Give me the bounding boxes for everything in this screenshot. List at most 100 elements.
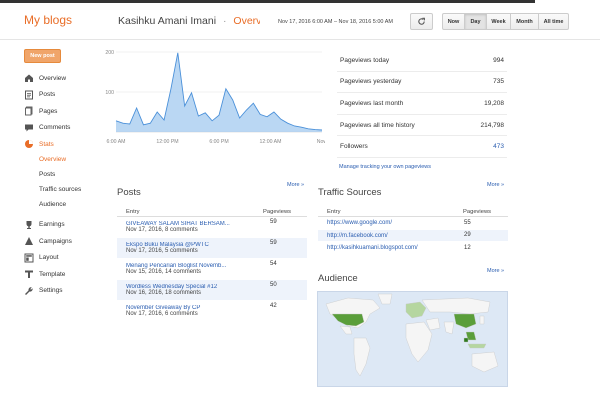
table-row: Wordless Wednesday Special #12 Nov 16, 20… [117, 280, 307, 301]
traffic-url-link[interactable]: http://kasihkuamani.blogspot.com/ [327, 245, 418, 252]
series-line [115, 52, 323, 131]
pageviews-chart: 200 100 6:00 AM 12:00 PM 6:00 PM 12:00 AM Now [105, 50, 325, 145]
post-pageviews: 59 [270, 219, 277, 225]
range-week-button[interactable]: Week [486, 13, 511, 30]
stat-value: 214,798 [480, 121, 505, 129]
map-region-india [443, 321, 455, 335]
range-month-button[interactable]: Month [510, 13, 539, 30]
traffic-col-pageviews: Pageviews [463, 209, 492, 215]
audience-title: Audience [318, 273, 358, 284]
traffic-pageviews: 12 [464, 244, 471, 251]
sidebar-item-label: Comments [39, 124, 71, 132]
stats-sub-item-overview[interactable]: Overview [39, 156, 67, 164]
range-day-button[interactable]: Day [464, 13, 487, 30]
campaign-icon [24, 236, 34, 246]
traffic-table: Entry Pageviews https://www.google.com/5… [318, 207, 508, 255]
post-pageviews: 42 [270, 303, 277, 309]
sidebar-item-label: Overview [39, 74, 67, 82]
posts-col-entry: Entry [126, 209, 140, 215]
sidebar-item-label: Stats [39, 140, 54, 148]
sidebar-item-posts[interactable]: Posts [24, 87, 114, 104]
range-selector: Now Day Week Month All time [442, 13, 569, 30]
stats-sub-item-posts[interactable]: Posts [39, 171, 56, 179]
sidebar-item-campaigns[interactable]: Campaigns [24, 233, 114, 250]
blog-title: Kasihku Amani Imani · Overview [118, 15, 260, 27]
post-meta: Nov 17, 2016, 5 comments [126, 248, 198, 254]
y-tick-label: 100 [105, 90, 114, 96]
audience-more-link[interactable]: More » [487, 268, 505, 274]
traffic-cell: http://m.facebook.com/ [318, 232, 457, 239]
table-row: Ekspo Buku Malaysia @PWTC Nov 17, 2016, 5… [117, 238, 307, 259]
x-tick-label: 6:00 AM [106, 139, 125, 145]
section-name: Overview [233, 15, 261, 27]
traffic-pageviews: 29 [464, 232, 471, 239]
top-bar [0, 0, 535, 3]
traffic-url-link[interactable]: https://www.google.com/ [327, 220, 393, 227]
sidebar-item-template[interactable]: Template [24, 266, 114, 283]
posts-title: Posts [117, 187, 141, 198]
stats-pie-icon [24, 139, 34, 149]
stats-summary: Pageviews today 994 Pageviews yesterday 735… [337, 50, 507, 158]
posts-icon [24, 90, 34, 100]
sidebar-item-label: Posts [39, 91, 56, 99]
stat-label: Pageviews today [340, 56, 390, 64]
traffic-col-entry: Entry [327, 209, 341, 215]
x-tick-label: 6:00 PM [209, 139, 228, 145]
range-all-time-button[interactable]: All time [538, 13, 569, 30]
map-region-malaysia [463, 337, 469, 343]
layout-icon [24, 253, 34, 263]
stats-sub-item-audience[interactable]: Audience [39, 200, 67, 208]
map-region-south-america [353, 337, 371, 377]
table-row: https://www.google.com/55 [318, 217, 508, 230]
stat-value[interactable]: 473 [493, 143, 504, 151]
sidebar-item-label: Layout [39, 254, 59, 262]
y-tick-label: 200 [105, 50, 114, 56]
stat-row: Pageviews last month 19,208 [337, 93, 507, 115]
sidebar-item-stats[interactable]: Stats [24, 136, 114, 153]
refresh-button[interactable] [410, 13, 433, 30]
traffic-url-link[interactable]: http://m.facebook.com/ [327, 232, 388, 239]
stat-label: Pageviews last month [340, 99, 404, 107]
map-region-middle-east [425, 317, 441, 331]
traffic-more-link[interactable]: More » [487, 182, 505, 188]
table-row: http://kasihkuamani.blogspot.com/12 [318, 242, 508, 255]
traffic-cell: http://kasihkuamani.blogspot.com/ [318, 244, 457, 251]
sidebar-item-comments[interactable]: Comments [24, 120, 114, 137]
wrench-icon [24, 286, 34, 296]
post-pageviews: 50 [270, 282, 277, 288]
post-cell: November Giveaway By CP Nov 17, 2016, 6 c… [117, 305, 263, 317]
post-meta: Nov 16, 2016, 18 comments [126, 290, 202, 296]
my-blogs-link[interactable]: My blogs [24, 13, 73, 27]
map-region-southeast-asia [465, 331, 477, 341]
post-cell: Ekspo Buku Malaysia @PWTC Nov 17, 2016, 5… [117, 242, 263, 254]
sidebar-item-pages[interactable]: Pages [24, 103, 114, 120]
stat-row: Followers 473 [337, 136, 507, 158]
x-tick-label: 12:00 PM [156, 139, 178, 145]
sidebar-item-label: Settings [39, 287, 63, 295]
map-region-greenland [377, 293, 393, 305]
trophy-icon [24, 220, 34, 230]
manage-tracking-link[interactable]: Manage tracking your own pageviews [339, 164, 432, 170]
map-region-africa [405, 321, 433, 363]
stats-sub-item-traffic-sources[interactable]: Traffic sources [39, 185, 82, 193]
sidebar-item-overview[interactable]: Overview [24, 70, 114, 87]
post-meta: Nov 17, 2016, 6 comments [126, 311, 198, 317]
stat-value: 994 [493, 56, 504, 64]
map-region-europe [405, 301, 427, 319]
map-region-australia [471, 351, 499, 373]
posts-more-link[interactable]: More » [287, 182, 305, 188]
sidebar-item-earnings[interactable]: Earnings [24, 217, 114, 234]
sidebar-item-settings[interactable]: Settings [24, 283, 114, 300]
date-range: Nov 17, 2016 6:00 AM – Nov 18, 2016 5:00… [278, 19, 393, 25]
post-meta: Nov 17, 2016, 8 comments [126, 227, 198, 233]
sidebar: Overview Posts Pages Comments Stats Overview P… [24, 70, 114, 299]
sidebar-item-layout[interactable]: Layout [24, 250, 114, 267]
stat-value: 19,208 [484, 99, 504, 107]
blog-name[interactable]: Kasihku Amani Imani [118, 15, 217, 27]
stat-label: Pageviews yesterday [340, 78, 402, 86]
new-post-button[interactable]: New post [24, 49, 61, 63]
stat-row: Pageviews yesterday 735 [337, 72, 507, 94]
range-now-button[interactable]: Now [442, 13, 465, 30]
traffic-pageviews: 55 [464, 219, 471, 226]
header: My blogs Kasihku Amani Imani · Overview … [0, 3, 600, 40]
